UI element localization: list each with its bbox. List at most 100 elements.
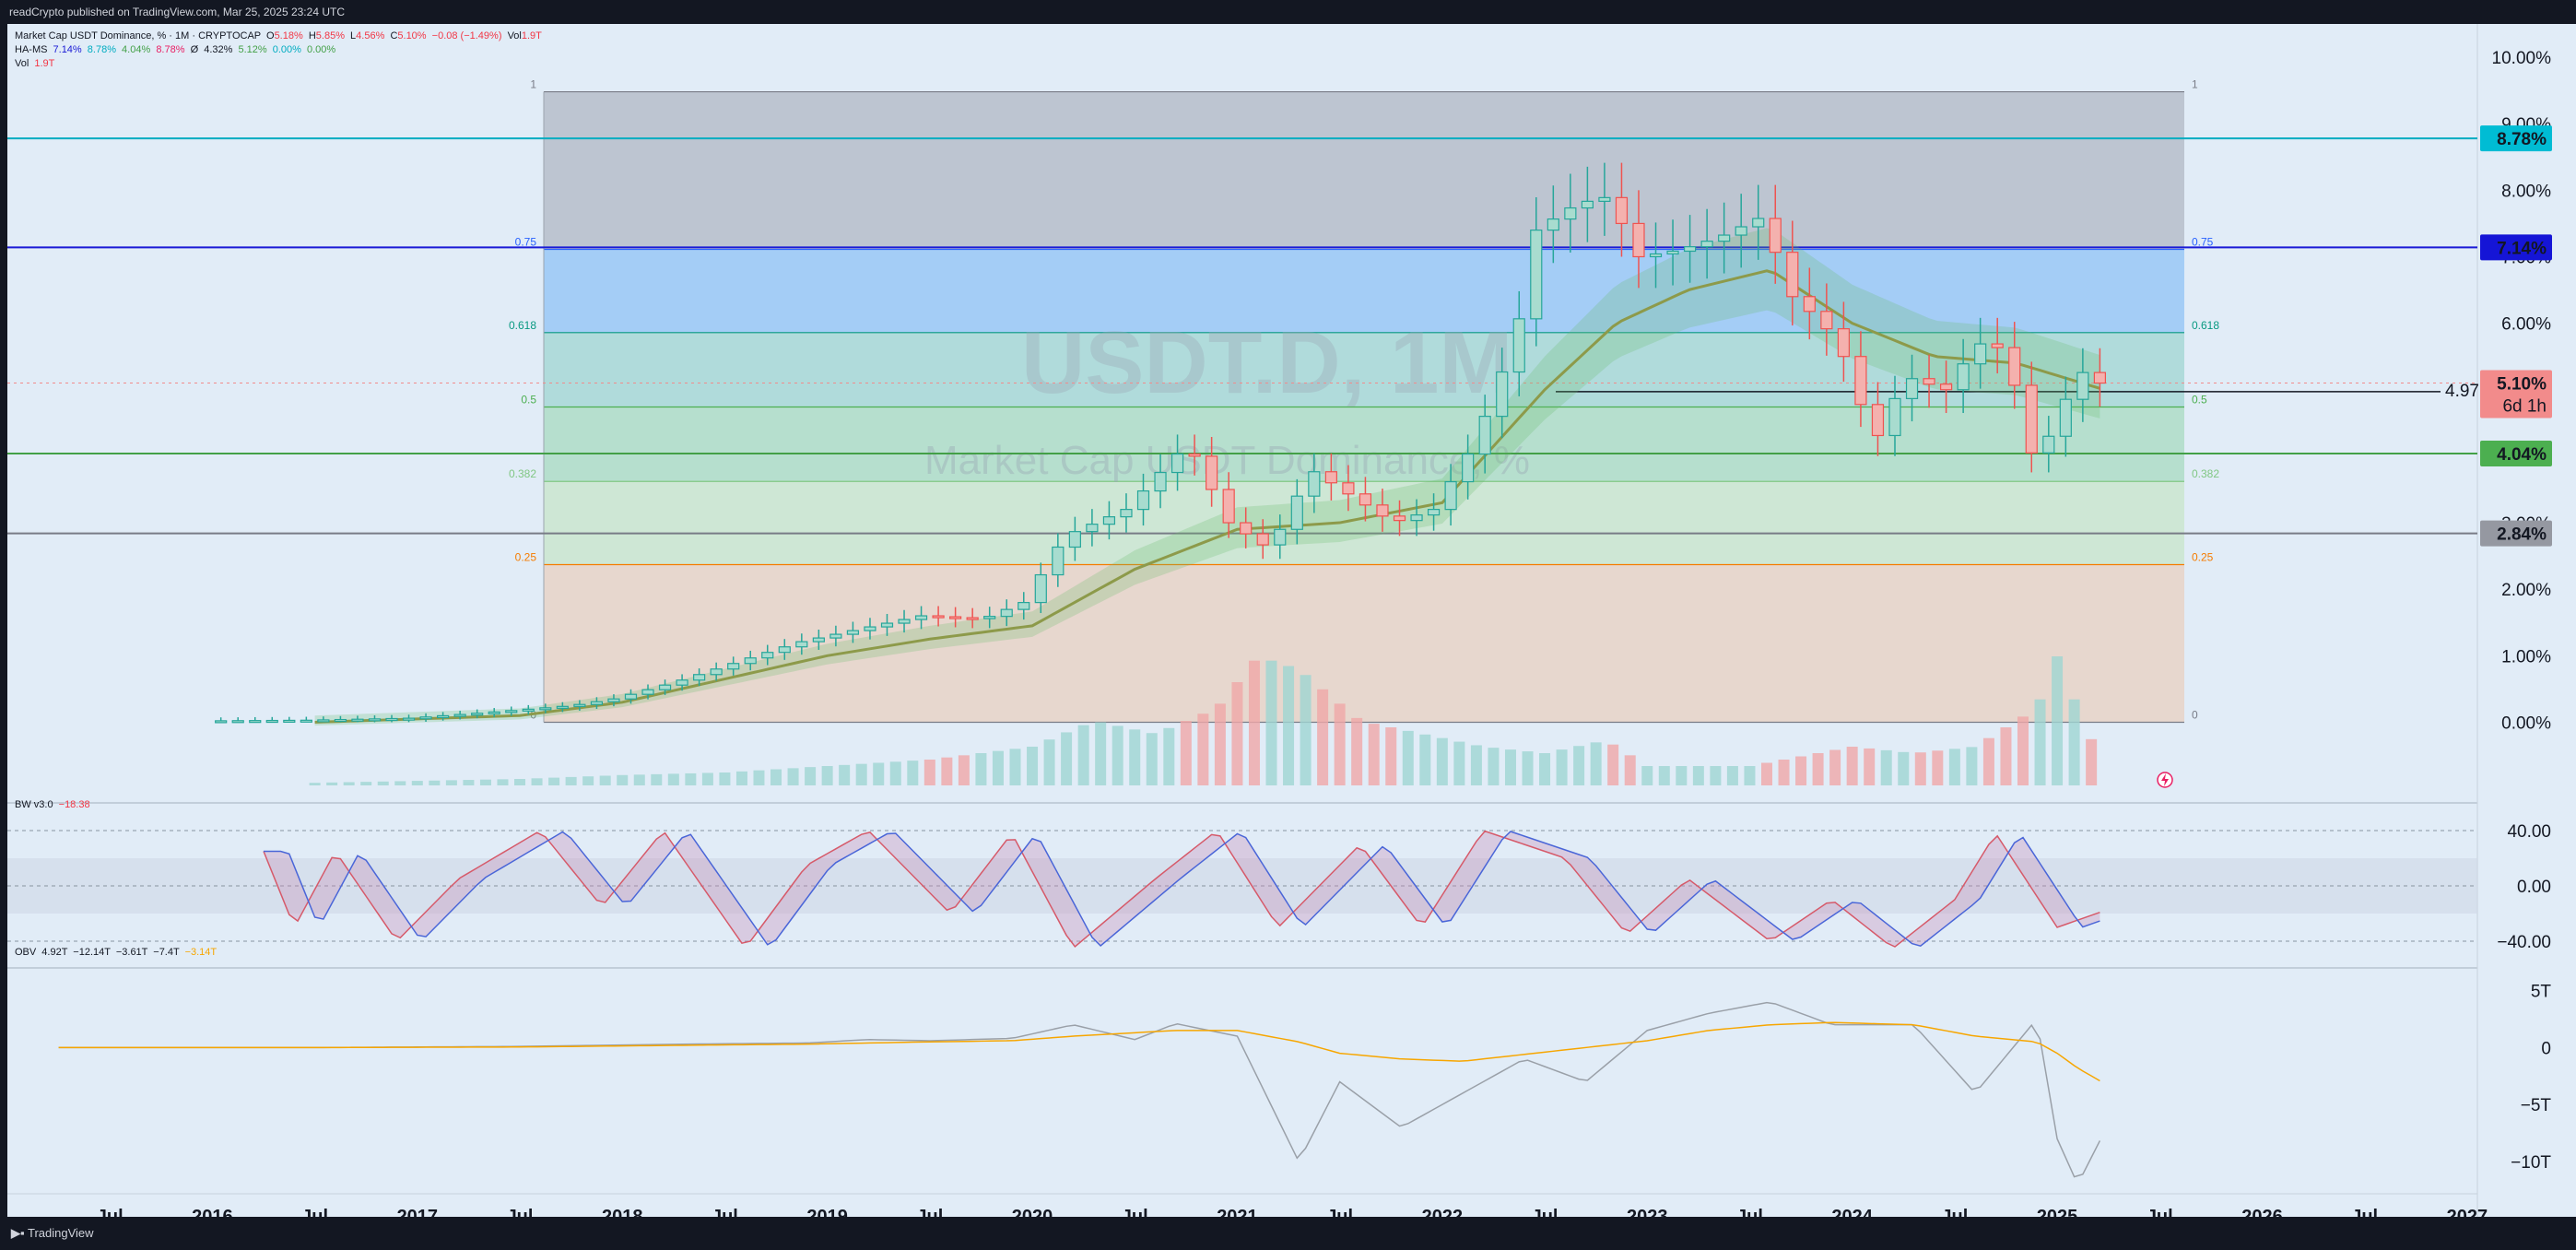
candle-body xyxy=(676,679,688,686)
close-value: 5.10% xyxy=(397,30,427,41)
volume-bar xyxy=(1760,762,1772,785)
volume-bar xyxy=(1624,755,1636,785)
time-axis-label: 2022 xyxy=(1422,1207,1464,1217)
volume-bar xyxy=(753,770,765,785)
low-label: L xyxy=(350,30,357,41)
volume-bar xyxy=(1163,727,1175,785)
volume-bar xyxy=(1607,744,1619,785)
volume-bar xyxy=(1932,750,1944,785)
candle-body xyxy=(1188,453,1201,457)
legend-hams[interactable]: HA-MS 7.14% 8.78% 4.04% 8.78% Ø 4.32% 5.… xyxy=(15,43,335,57)
chart-area[interactable]: 1 1 0.75 0.75 0.618 0.618 0.5 0.5 0.382 0.382 0.25… xyxy=(7,24,2576,1217)
indicator-value: −3.61T xyxy=(115,947,148,958)
watermark-symbol: USDT.D, 1M xyxy=(1021,313,1512,412)
legend-volume[interactable]: Vol 1.9T xyxy=(15,57,54,71)
volume-bar xyxy=(907,761,919,785)
volume-bar xyxy=(1778,760,1790,785)
price-axis-label: 1.00% xyxy=(2501,647,2551,666)
candle-body xyxy=(1308,471,1321,497)
volume-bar xyxy=(1436,737,1448,785)
volume-bar xyxy=(565,776,577,785)
bw-oscillator[interactable] xyxy=(7,830,2477,949)
candle-body xyxy=(1086,524,1099,533)
candle-body xyxy=(385,717,398,722)
fib-retracement[interactable]: 1 1 0.75 0.75 0.618 0.618 0.5 0.5 0.382 0.382 0.25… xyxy=(509,78,2219,724)
tradingview-logo[interactable]: ▶▪ TradingView xyxy=(11,1217,94,1250)
candle-body xyxy=(983,616,996,619)
chart-canvas[interactable]: 1 1 0.75 0.75 0.618 0.618 0.5 0.5 0.382 0.382 0.25… xyxy=(7,24,2576,1217)
candle-body xyxy=(1905,378,1919,399)
price-tag-label: 4.04% xyxy=(2497,445,2547,465)
volume-bar xyxy=(1880,749,1892,785)
price-tag: 5.10%6d 1h xyxy=(2480,370,2552,419)
time-axis-label: Jul xyxy=(97,1207,124,1217)
time-axis-label: Jul xyxy=(1736,1207,1763,1217)
fib-level-label: 1 xyxy=(530,78,536,91)
price-tag: 4.04% xyxy=(2480,441,2552,467)
candles[interactable] xyxy=(215,162,2107,724)
volume-bar xyxy=(479,779,491,785)
price-tag-label: 7.14% xyxy=(2497,239,2547,258)
candle-body xyxy=(1598,196,1611,202)
price-tag-bg xyxy=(2480,520,2552,547)
volume-bar xyxy=(1061,732,1073,785)
indicator-value: −12.14T xyxy=(73,947,111,958)
volume-bar xyxy=(1112,725,1123,785)
bw-axis-label: 40.00 xyxy=(2507,822,2551,842)
candle-body xyxy=(1478,416,1491,455)
volume-bar xyxy=(2052,656,2064,785)
candle-body xyxy=(607,698,620,702)
bw-fill xyxy=(264,831,2100,948)
volume-bar xyxy=(975,753,987,785)
candle-body xyxy=(1222,489,1235,524)
volume-bar xyxy=(1129,729,1141,785)
obv-indicator[interactable] xyxy=(58,1001,2101,1178)
candle-body xyxy=(1342,482,1355,495)
volume-bar xyxy=(1522,751,1534,785)
legend-main[interactable]: Market Cap USDT Dominance, % · 1M · CRYP… xyxy=(15,29,542,43)
legend-bw[interactable]: BW v3.0 −18.38 xyxy=(15,798,90,812)
price-axis-label: 0.00% xyxy=(2501,713,2551,733)
volume-bar xyxy=(1692,766,1704,785)
candle-body xyxy=(761,652,774,659)
price-tag-bg xyxy=(2480,370,2552,419)
candle-body xyxy=(1444,480,1457,511)
candle-body xyxy=(1854,356,1867,406)
volume-bar xyxy=(1641,766,1653,785)
volume-bar xyxy=(1180,721,1192,785)
fib-level-label: 0.25 xyxy=(515,550,537,563)
candle-body xyxy=(914,615,928,620)
candle-body xyxy=(283,719,296,724)
candle-body xyxy=(1735,226,1747,236)
time-axis-label: Jul xyxy=(916,1207,943,1217)
volume-bar xyxy=(873,762,885,785)
volume-bar xyxy=(309,783,321,785)
candle-body xyxy=(1410,514,1423,522)
candle-body xyxy=(1393,515,1406,522)
price-tag: 2.84% xyxy=(2480,520,2552,547)
candle-body xyxy=(1752,218,1765,228)
obv-axis-label: 0 xyxy=(2541,1039,2551,1058)
candle-body xyxy=(351,718,364,722)
time-axis-label: Jul xyxy=(1326,1207,1353,1217)
volume-bar xyxy=(735,771,747,785)
volume-bar xyxy=(1077,725,1089,785)
candle-body xyxy=(437,714,450,719)
indicator-name: OBV xyxy=(15,947,37,958)
volume-bar xyxy=(839,764,851,785)
price-tags[interactable]: 8.78% 7.14% 5.10%6d 1h 4.04% 2.84% xyxy=(2480,125,2552,547)
volume-bar xyxy=(1368,724,1380,785)
lightning-icon[interactable] xyxy=(2157,772,2173,788)
candle-body xyxy=(1512,318,1525,373)
volume-bar xyxy=(1283,666,1295,785)
candle-body xyxy=(1052,546,1065,576)
horizontal-lines[interactable]: 4.97 xyxy=(7,137,2479,535)
legend-obv[interactable]: OBV 4.92T −12.14T −3.61T −7.4T −3.14T xyxy=(15,946,217,960)
change-value: −0.08 (−1.49%) xyxy=(431,30,502,41)
candle-body xyxy=(1700,241,1713,248)
volume-bar xyxy=(1419,734,1431,785)
fib-level-label: 0.25 xyxy=(2192,550,2214,563)
fib-level-label: 1 xyxy=(2192,78,2198,91)
indicator-value: 8.78% xyxy=(156,44,185,55)
volume-bar xyxy=(1829,749,1841,785)
